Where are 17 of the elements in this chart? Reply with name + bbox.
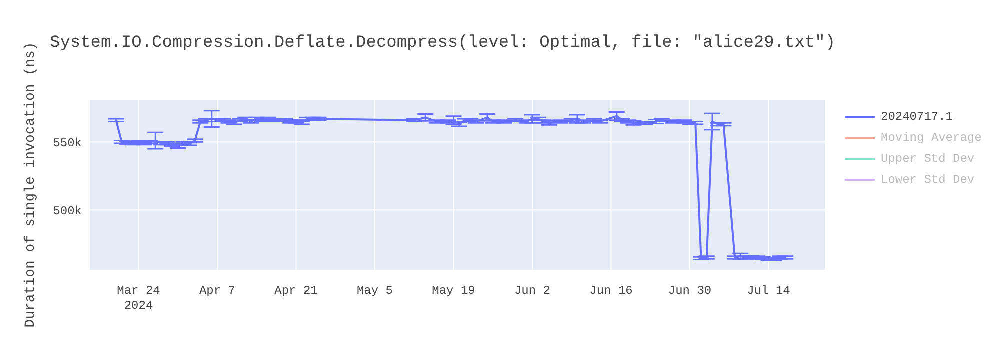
y-axis-title: Duration of single invocation (ns)	[23, 42, 39, 328]
legend-label: Upper Std Dev	[881, 152, 975, 166]
y-tick-label: 550k	[53, 136, 82, 150]
legend-label: 20240717.1	[881, 110, 954, 124]
x-tick-label: May 5	[356, 284, 394, 298]
x-tick-label: Apr 21	[274, 284, 318, 298]
x-tick-label: Jun 30	[668, 284, 712, 298]
chart-title: System.IO.Compression.Deflate.Decompress(level: Optimal, file: "alice29.txt")	[50, 34, 836, 53]
x-tick-label: Apr 7	[199, 284, 236, 298]
x-tick-label: May 19	[432, 284, 476, 298]
legend-label: Lower Std Dev	[881, 172, 975, 186]
x-tick-label: Jun 2	[514, 284, 551, 298]
y-tick-label: 500k	[53, 204, 82, 218]
legend-label: Moving Average	[881, 130, 982, 144]
x-tick-label: Jun 16	[590, 284, 633, 298]
x-tick-label: Jul 14	[747, 284, 790, 298]
x-tick-label: Mar 24 2024	[117, 284, 160, 313]
